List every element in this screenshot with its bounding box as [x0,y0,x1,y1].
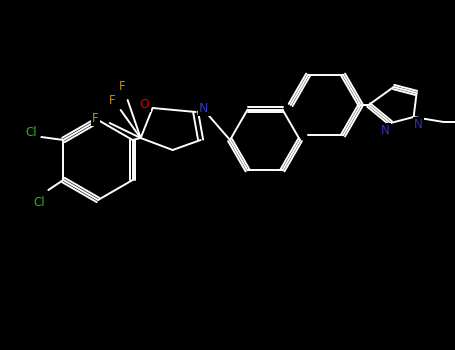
Text: N: N [414,119,423,132]
Text: F: F [92,112,99,125]
Text: F: F [109,93,116,106]
Text: O: O [140,98,150,111]
Text: F: F [119,79,126,92]
Text: Cl: Cl [25,126,37,139]
Text: N: N [381,125,390,138]
Text: Cl: Cl [34,196,45,210]
Text: N: N [199,102,208,114]
